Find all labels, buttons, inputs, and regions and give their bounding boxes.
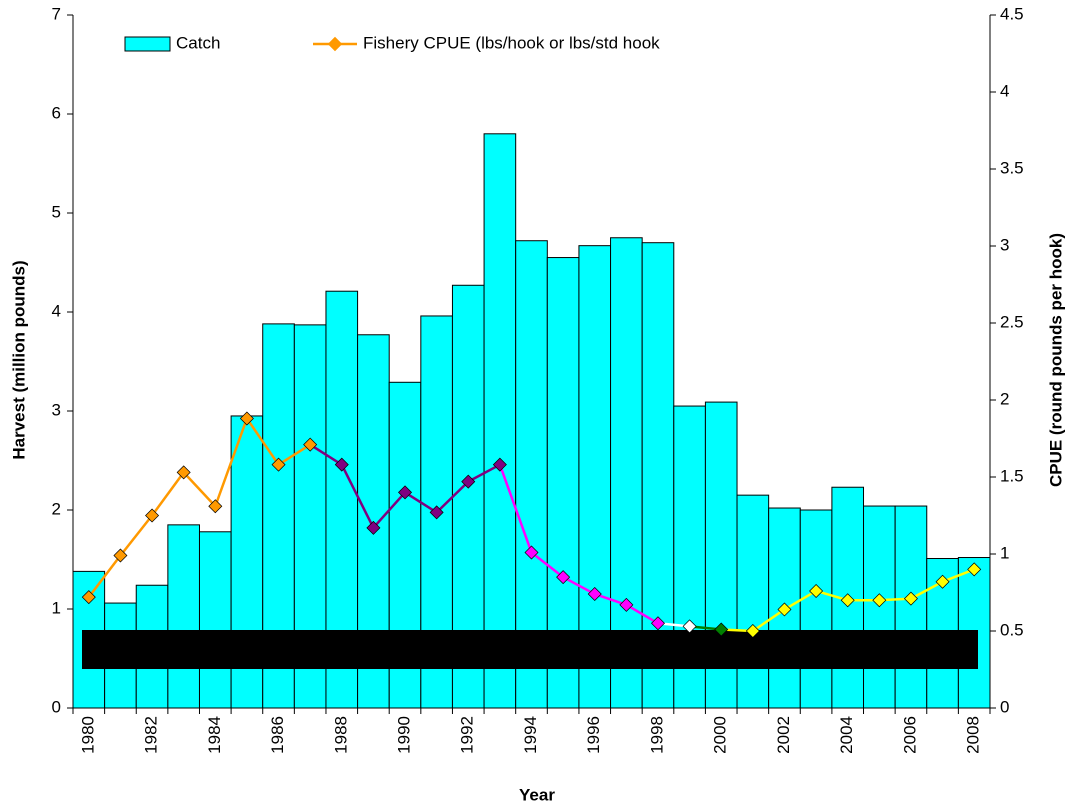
y2-axis-title: CPUE (round pounds per hook) [1046,233,1065,487]
line-segment [277,443,311,466]
y-tick-label: 2 [52,499,61,518]
line-segment [783,589,817,611]
line-segment [562,575,596,596]
x-tick-label: 1998 [647,716,666,754]
marker [113,548,128,563]
marker [935,574,950,589]
marker [682,619,697,634]
y2-tick-label: 0 [1000,697,1009,716]
x-tick-label: 1980 [78,716,97,754]
legend-swatch [327,36,343,52]
marker [239,411,254,426]
line-segment [404,491,438,514]
y-tick-label: 6 [52,103,61,122]
y2-tick-label: 0.5 [1000,620,1024,639]
y-axis-title: Harvest (million pounds) [9,260,28,459]
line-segment [151,471,185,517]
marker [208,499,223,514]
y-tick-label: 3 [52,400,61,419]
marker [492,457,507,472]
line-segment [372,491,406,529]
marker [556,570,571,585]
marker [524,545,539,560]
y2-tick-label: 3 [1000,235,1009,254]
line-segment [910,580,944,600]
bar [167,524,200,709]
x-tick-label: 1988 [331,716,350,754]
y2-tick-label: 1.5 [1000,466,1024,485]
marker [745,624,760,638]
x-tick-label: 2002 [774,716,793,754]
marker [809,583,824,598]
marker [461,474,476,489]
line-segment [625,603,659,625]
x-tick-label: 2006 [900,716,919,754]
x-tick-label: 1982 [142,716,161,754]
line-segment [530,551,564,579]
y-tick-label: 1 [52,598,61,617]
redaction [82,630,978,669]
bar [894,505,928,709]
bar [799,509,833,709]
bar [736,494,770,709]
line-segment [182,471,217,508]
y2-tick-label: 3.5 [1000,158,1024,177]
x-tick-label: 2000 [711,716,730,754]
y-tick-label: 7 [52,4,61,23]
line-segment [245,417,280,466]
marker [176,465,191,480]
marker [303,437,318,452]
marker [777,602,792,617]
x-tick-label: 2008 [964,716,983,754]
y-tick-label: 5 [52,202,61,221]
line-segment [752,608,786,633]
y-tick-label: 0 [52,697,61,716]
marker [714,622,729,637]
marker [967,562,982,577]
y-tick-label: 4 [52,301,61,320]
line-segment [309,443,343,466]
x-axis-title: Year [519,785,555,804]
marker [271,457,286,472]
y2-tick-label: 2 [1000,389,1009,408]
x-tick-label: 1984 [205,716,224,754]
marker [650,616,665,631]
bar [198,531,232,709]
y2-tick-label: 4.5 [1000,4,1024,23]
marker [587,587,602,602]
marker [81,590,96,605]
line-segment [467,463,501,483]
marker [366,520,381,535]
bar [483,133,517,709]
legend-swatch [124,36,171,52]
legend-label: Catch [176,33,220,52]
y2-tick-label: 1 [1000,543,1009,562]
line-segment [214,418,249,507]
marker [840,593,855,608]
line-segment [87,554,122,598]
line-segment [498,464,533,553]
marker [619,597,634,612]
marker [903,591,918,606]
line-segment [119,514,154,557]
y2-tick-label: 2.5 [1000,312,1024,331]
line-segment [942,568,975,583]
x-tick-label: 2004 [837,716,856,754]
x-tick-label: 1994 [521,716,540,754]
y2-tick-label: 4 [1000,81,1009,100]
x-tick-label: 1986 [268,716,287,754]
x-tick-label: 1996 [584,716,603,754]
line-segment [340,464,375,529]
line-segment [435,480,470,514]
marker [334,457,349,472]
legend-label: Fishery CPUE (lbs/hook or lbs/std hook [363,33,660,52]
marker [429,505,444,520]
x-tick-label: 1992 [458,716,477,754]
x-tick-label: 1990 [395,716,414,754]
marker [398,485,413,500]
marker [145,508,160,523]
marker [872,593,887,608]
line-segment [594,592,627,607]
